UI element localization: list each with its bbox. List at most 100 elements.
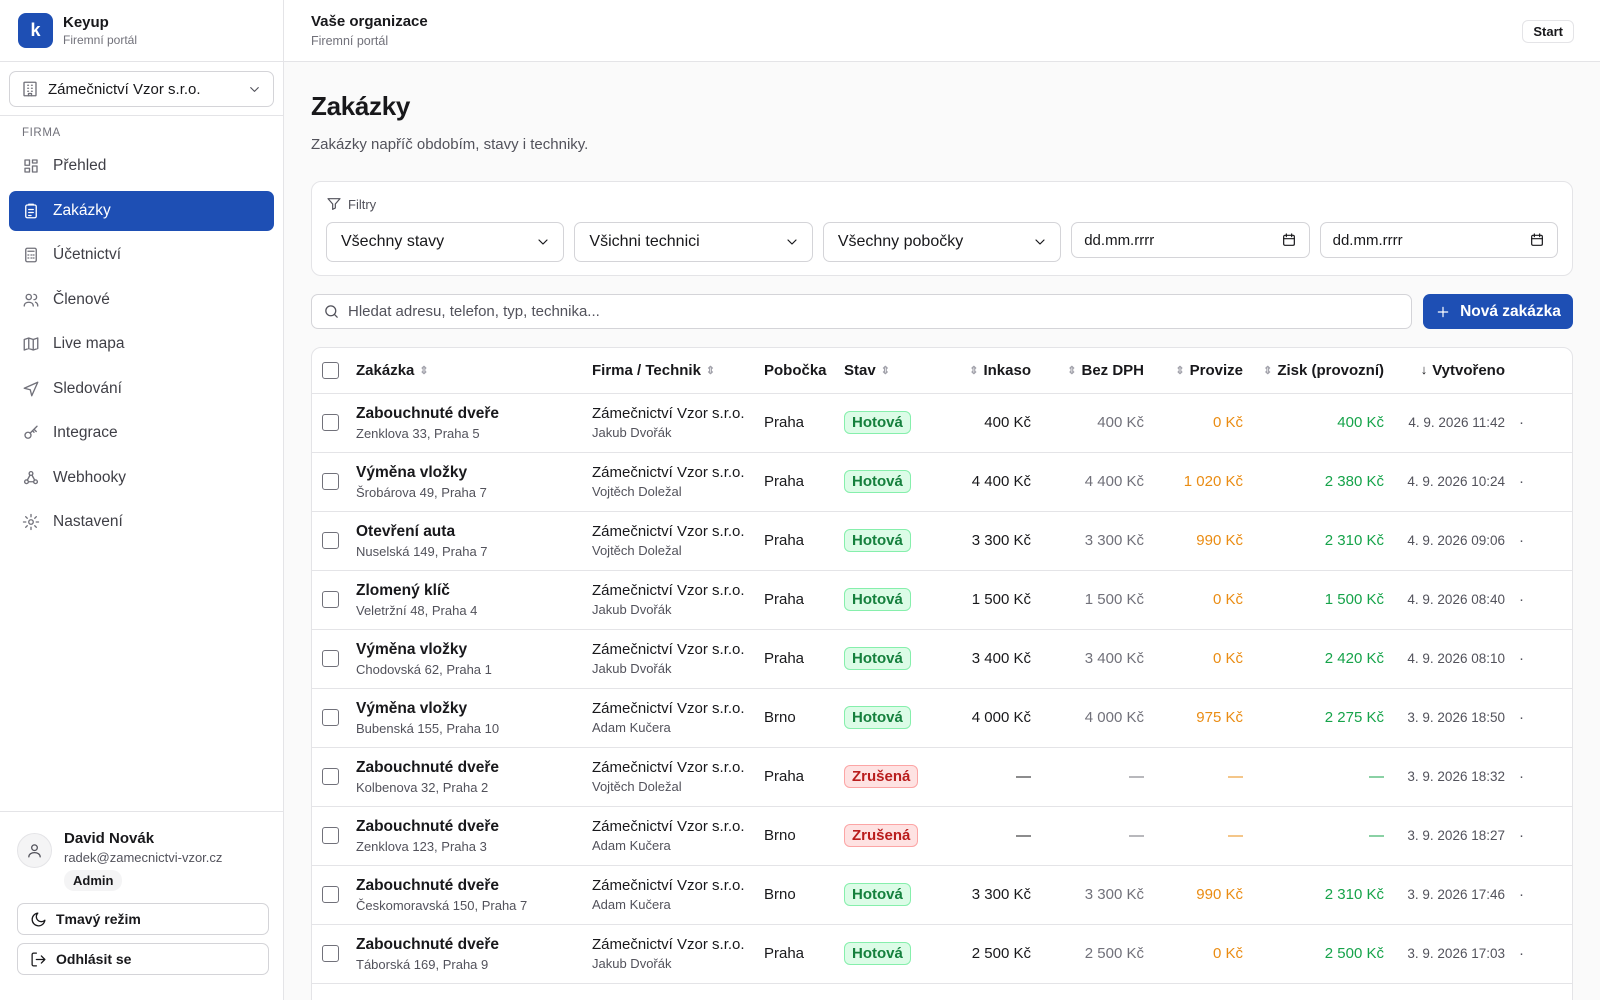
row-checkbox[interactable]: [322, 709, 339, 726]
technician-name: Jakub Dvořák: [592, 661, 672, 676]
sidebar-item-clenove[interactable]: Členové: [9, 280, 274, 320]
zisk-cell: 1 500 Kč: [1250, 570, 1391, 630]
row-actions-cell[interactable]: ·: [1517, 570, 1572, 630]
chevron-down-icon: [784, 234, 800, 250]
search-box[interactable]: [311, 294, 1412, 329]
header-created[interactable]: ↓ Vytvořeno: [1391, 348, 1517, 394]
branch-cell: Brno: [764, 806, 844, 866]
table-row[interactable]: Výměna vložky Šrobárova 49, Praha 7 Zámečn…: [312, 452, 1572, 512]
row-checkbox[interactable]: [322, 650, 339, 667]
status-cell: [844, 983, 942, 1000]
bez-dph-cell: —: [1038, 747, 1151, 807]
header-bez-dph[interactable]: ⇕ Bez DPH: [1038, 348, 1151, 394]
page-subtitle: Zakázky napříč obdobím, stavy i techniky…: [311, 136, 589, 153]
table-row[interactable]: Zamčené dveřeZámečnictví Vzor s.r.o. ·: [312, 983, 1572, 1000]
more-icon: ·: [1519, 414, 1524, 431]
row-actions-cell[interactable]: ·: [1517, 393, 1572, 453]
plus-icon: [1435, 304, 1451, 320]
sidebar-item-zakazky[interactable]: Zakázky: [9, 190, 274, 231]
created-cell: 4. 9. 2026 09:06: [1391, 511, 1517, 571]
table-row[interactable]: Zabouchnuté dveře Zenklova 123, Praha 3 Zá…: [312, 806, 1572, 866]
key-icon: [22, 424, 40, 442]
zisk-cell: [1250, 983, 1391, 1000]
date-to-input[interactable]: dd.mm.rrrr: [1319, 222, 1558, 258]
bez-dph-cell: 2 500 Kč: [1038, 924, 1151, 984]
status-badge: Hotová: [844, 470, 911, 493]
dark-mode-button[interactable]: Tmavý režim: [17, 903, 269, 935]
status-badge: Hotová: [844, 883, 911, 906]
firm-cell: Zámečnictví Vzor s.r.o. Vojtěch Doležal: [592, 452, 764, 512]
status-filter[interactable]: Všechny stavy: [326, 222, 565, 262]
header-firm[interactable]: Firma / Technik ⇕: [592, 348, 764, 394]
dark-mode-label: Tmavý režim: [56, 911, 141, 927]
table-row[interactable]: Výměna vložky Bubenská 155, Praha 10 Zámeč…: [312, 688, 1572, 748]
sidebar-item-nastaveni[interactable]: Nastavení: [9, 502, 274, 542]
row-actions-cell[interactable]: ·: [1517, 747, 1572, 807]
row-checkbox[interactable]: [322, 886, 339, 903]
row-actions-cell[interactable]: ·: [1517, 452, 1572, 512]
technician-filter[interactable]: Všichni technici: [574, 222, 813, 262]
select-all-checkbox[interactable]: [322, 361, 339, 379]
table-row[interactable]: Otevření auta Nuselská 149, Praha 7 Zámečn…: [312, 511, 1572, 571]
header-zisk[interactable]: ⇕ Zisk (provozní): [1250, 348, 1391, 394]
row-checkbox[interactable]: [322, 827, 339, 844]
row-actions-cell[interactable]: ·: [1517, 629, 1572, 689]
table-row[interactable]: Výměna vložky Chodovská 62, Praha 1 Zámečn…: [312, 629, 1572, 689]
created-cell: [1391, 983, 1517, 1000]
sidebar-item-prehled[interactable]: Přehled: [9, 146, 274, 186]
table-row[interactable]: Zabouchnuté dveře Kolbenova 32, Praha 2 Zá…: [312, 747, 1572, 807]
branch-filter[interactable]: Všechny pobočky: [822, 222, 1062, 262]
provize-cell: [1151, 983, 1250, 1000]
sort-desc-icon: ↓: [1420, 361, 1428, 377]
job-address: Zenklova 33, Praha 5: [356, 425, 480, 441]
sidebar-item-integrace[interactable]: Integrace: [9, 413, 274, 453]
header-bez-dph-label: Bez DPH: [1081, 361, 1144, 379]
job-title: Zabouchnuté dveře: [356, 758, 499, 776]
row-actions-cell[interactable]: ·: [1517, 806, 1572, 866]
header-job[interactable]: Zakázka ⇕: [348, 348, 592, 394]
job-title: Zlomený klíč: [356, 581, 450, 599]
more-icon: ·: [1519, 945, 1524, 962]
new-job-button[interactable]: Nová zakázka: [1423, 294, 1573, 329]
table-row[interactable]: Zabouchnuté dveře Táborská 169, Praha 9 Zá…: [312, 924, 1572, 984]
sidebar-item-label: Live mapa: [53, 335, 125, 352]
row-checkbox[interactable]: [322, 532, 339, 549]
table-row[interactable]: Zabouchnuté dveře Českomoravská 150, Prah…: [312, 865, 1572, 925]
job-address: Šrobárova 49, Praha 7: [356, 484, 487, 500]
table-row[interactable]: Zabouchnuté dveře Zenklova 33, Praha 5 Zám…: [312, 393, 1572, 453]
date-from-input[interactable]: dd.mm.rrrr: [1071, 222, 1310, 258]
row-checkbox[interactable]: [322, 473, 339, 490]
table-row[interactable]: Zlomený klíč Veletržní 48, Praha 4 Zámečni…: [312, 570, 1572, 630]
sidebar-item-webhooky[interactable]: Webhooky: [9, 458, 274, 498]
job-address: Českomoravská 150, Praha 7: [356, 897, 528, 913]
role-badge: Admin: [64, 870, 123, 891]
firm-cell: Zámečnictví Vzor s.r.o. Vojtěch Doležal: [592, 747, 764, 807]
row-checkbox[interactable]: [322, 591, 339, 608]
header-provize[interactable]: ⇕ Provize: [1151, 348, 1250, 394]
date-from-value: dd.mm.rrrr: [1084, 231, 1155, 249]
row-actions-cell[interactable]: ·: [1517, 511, 1572, 571]
search-input[interactable]: [348, 303, 1411, 320]
row-actions-cell[interactable]: ·: [1517, 924, 1572, 984]
sidebar-item-live-mapa[interactable]: Live mapa: [9, 324, 274, 364]
job-title: Výměna vložky: [356, 699, 468, 717]
job-address: Chodovská 62, Praha 1: [356, 661, 492, 677]
header-inkaso[interactable]: ⇕ Inkaso: [942, 348, 1038, 394]
organization-select[interactable]: Zámečnictví Vzor s.r.o.: [9, 71, 274, 107]
row-checkbox[interactable]: [322, 768, 339, 785]
sidebar-item-ucetnictvi[interactable]: Účetnictví: [9, 235, 274, 275]
start-button[interactable]: Start: [1522, 20, 1574, 43]
provize-cell: —: [1151, 747, 1250, 807]
row-checkbox[interactable]: [322, 414, 339, 431]
bez-dph-cell: 3 400 Kč: [1038, 629, 1151, 689]
sidebar-item-sledovani[interactable]: Sledování: [9, 369, 274, 409]
row-actions-cell[interactable]: ·: [1517, 688, 1572, 748]
row-actions-cell[interactable]: ·: [1517, 983, 1572, 1000]
firm-name: Zámečnictví Vzor s.r.o.: [592, 405, 745, 422]
row-checkbox[interactable]: [322, 945, 339, 962]
header-zisk-label: Zisk (provozní): [1277, 361, 1384, 379]
job-address: Kolbenova 32, Praha 2: [356, 779, 489, 795]
row-actions-cell[interactable]: ·: [1517, 865, 1572, 925]
logout-button[interactable]: Odhlásit se: [17, 943, 269, 975]
header-status[interactable]: Stav ⇕: [844, 348, 942, 394]
